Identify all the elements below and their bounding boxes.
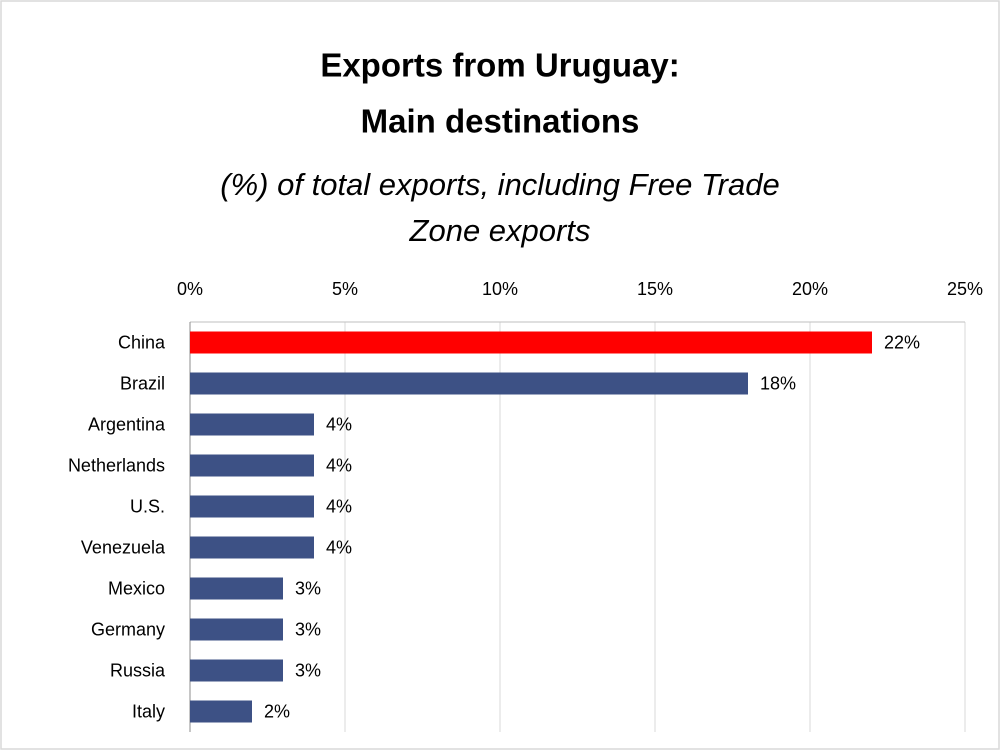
y-tick-label: China	[118, 332, 166, 352]
y-tick-label: Venezuela	[81, 537, 166, 557]
chart-subtitle: (%) of total exports, including Free Tra…	[220, 167, 779, 202]
data-label: 2%	[264, 701, 290, 721]
bar	[190, 577, 283, 600]
bar	[190, 413, 314, 436]
y-tick-label: Mexico	[108, 578, 165, 598]
y-tick-label: Brazil	[120, 373, 165, 393]
y-tick-label: Russia	[110, 660, 166, 680]
x-tick-label: 10%	[482, 279, 518, 299]
y-tick-label: U.S.	[130, 496, 165, 516]
data-label: 3%	[295, 660, 321, 680]
bar	[190, 331, 872, 354]
y-tick-label: Netherlands	[68, 455, 165, 475]
x-tick-label: 15%	[637, 279, 673, 299]
x-tick-label: 20%	[792, 279, 828, 299]
bar	[190, 372, 748, 395]
y-tick-label: Argentina	[88, 414, 166, 434]
data-label: 4%	[326, 496, 352, 516]
bar	[190, 618, 283, 641]
bar	[190, 495, 314, 518]
bar	[190, 700, 252, 723]
data-label: 18%	[760, 373, 796, 393]
data-label: 4%	[326, 414, 352, 434]
x-tick-label: 5%	[332, 279, 358, 299]
x-tick-label: 25%	[947, 279, 983, 299]
bar	[190, 536, 314, 559]
bar	[190, 454, 314, 477]
chart-title: Main destinations	[361, 103, 640, 140]
data-label: 3%	[295, 619, 321, 639]
data-label: 22%	[884, 332, 920, 352]
data-label: 4%	[326, 455, 352, 475]
y-tick-label: Italy	[132, 701, 165, 721]
data-label: 4%	[326, 537, 352, 557]
chart-title: Exports from Uruguay:	[320, 47, 679, 84]
bar	[190, 659, 283, 682]
data-label: 3%	[295, 578, 321, 598]
chart-subtitle: Zone exports	[409, 213, 591, 248]
x-tick-label: 0%	[177, 279, 203, 299]
y-tick-label: Germany	[91, 619, 165, 639]
